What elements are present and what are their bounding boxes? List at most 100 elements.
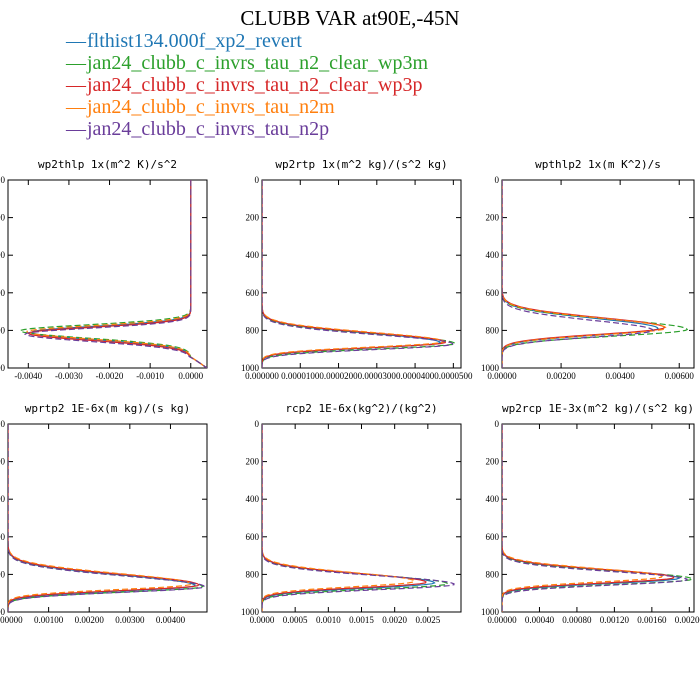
x-tick-label: 0.0000 — [178, 371, 203, 381]
y-tick-label: 800 — [246, 569, 260, 579]
x-tick-label: 0.00100 — [34, 615, 64, 625]
y-tick-label: 1000 — [0, 607, 6, 617]
series-line — [8, 424, 193, 612]
series-line — [502, 180, 654, 368]
y-tick-label: 0 — [255, 419, 260, 429]
y-tick-label: 1000 — [241, 607, 260, 617]
y-tick-label: 800 — [0, 325, 6, 335]
series-line — [502, 180, 667, 368]
series-line — [8, 424, 204, 612]
y-tick-label: 1000 — [481, 363, 500, 373]
y-tick-label: 600 — [0, 288, 6, 298]
series-line — [262, 424, 427, 612]
plot-panel: wpthlp2 1x(m K^2)/s020040060080010000.00… — [481, 158, 695, 381]
x-tick-label: 0.00400 — [606, 371, 636, 381]
x-tick-label: 0.00600 — [665, 371, 695, 381]
plot-frame — [7, 179, 208, 369]
series-line — [262, 180, 447, 368]
y-tick-label: 200 — [486, 457, 500, 467]
x-tick-label: 0.00200 — [75, 615, 105, 625]
x-tick-label: 0.0020 — [382, 615, 407, 625]
series-line — [502, 180, 689, 368]
y-tick-label: 0 — [1, 419, 6, 429]
y-tick-label: 400 — [246, 494, 260, 504]
x-tick-label: 0.00200 — [546, 371, 576, 381]
legend-entry: —jan24_clubb_c_invrs_tau_n2m — [66, 96, 428, 118]
series-line — [30, 180, 207, 368]
plot-panel: wp2rcp 1E-3x(m^2 kg)/(s^2 kg)0 200 400 600 8… — [481, 402, 700, 625]
y-tick-label: 200 — [486, 213, 500, 223]
x-tick-label: 0.0000500 — [434, 371, 473, 381]
y-tick-label: 600 — [486, 288, 500, 298]
x-tick-label: 0.0000 — [250, 615, 275, 625]
plot-frame — [7, 423, 208, 613]
x-tick-label: 0.0005 — [283, 615, 308, 625]
y-tick-label: 400 — [486, 494, 500, 504]
series-line — [8, 424, 197, 612]
x-tick-label: 0.00200 — [675, 615, 700, 625]
x-tick-label: 0.0025 — [415, 615, 440, 625]
y-tick-label: 0 — [255, 175, 260, 185]
series-line — [262, 424, 455, 612]
series-line — [502, 180, 659, 368]
panel-title: wp2rcp 1E-3x(m^2 kg)/(s^2 kg) — [502, 402, 694, 415]
panel-title: wpthlp2 1x(m K^2)/s — [535, 158, 661, 171]
x-tick-label: 0.00120 — [600, 615, 630, 625]
series-line — [262, 424, 436, 612]
x-tick-label: 0.00300 — [115, 615, 145, 625]
plot-panel: wprtp2 1E-6x(m kg)/(s kg) 0 200 400 600 800 10… — [0, 402, 208, 625]
x-tick-label: 0.00080 — [562, 615, 592, 625]
y-tick-label: 0 — [495, 175, 500, 185]
legend-label: jan24_clubb_c_invrs_tau_n2_clear_wp3m — [87, 52, 429, 74]
series-line — [19, 180, 207, 368]
x-tick-label: 0.0010 — [316, 615, 341, 625]
x-tick-label: 0.000000 — [245, 371, 279, 381]
figure-title: CLUBB VAR at90E,-45N — [240, 6, 460, 30]
y-tick-label: 200 — [0, 213, 6, 223]
series-line — [262, 180, 446, 368]
panel-title: rcp2 1E-6x(kg^2)/(kg^2) — [285, 402, 437, 415]
y-tick-label: 800 — [0, 569, 6, 579]
legend-entry: —jan24_clubb_c_invrs_tau_n2_clear_wp3p — [66, 74, 428, 96]
series-line — [262, 424, 416, 612]
y-tick-label: 1000 — [241, 363, 260, 373]
y-tick-label: 200 — [0, 457, 6, 467]
y-tick-label: 800 — [486, 569, 500, 579]
panel-title: wprtp2 1E-6x(m kg)/(s kg) — [25, 402, 191, 415]
y-tick-label: 200 — [246, 457, 260, 467]
plot-panel: wp2thlp 1x(m^2 K)/s^2 0 200 400 600 800 1000 -0… — [0, 158, 208, 381]
x-tick-label: 0.00040 — [525, 615, 555, 625]
series-line — [8, 424, 206, 612]
x-tick-label: 0.00000 — [487, 371, 517, 381]
x-tick-label: -0.0020 — [96, 371, 124, 381]
legend-entry: —flthist134.000f_xp2_revert — [66, 30, 428, 52]
series-line — [262, 180, 442, 368]
y-tick-label: 400 — [486, 250, 500, 260]
x-tick-label: -0.0040 — [14, 371, 42, 381]
series-line — [502, 424, 675, 612]
y-tick-label: 600 — [246, 532, 260, 542]
x-tick-label: -0.0010 — [136, 371, 164, 381]
y-tick-label: 400 — [0, 494, 6, 504]
legend-label: jan24_clubb_c_invrs_tau_n2m — [87, 96, 335, 118]
x-tick-label: -0.0030 — [55, 371, 83, 381]
legend-label: jan24_clubb_c_invrs_tau_n2_clear_wp3p — [87, 74, 423, 96]
legend-label: flthist134.000f_xp2_revert — [87, 30, 302, 52]
y-tick-label: 200 — [246, 213, 260, 223]
x-tick-label: 0.0000400 — [396, 371, 435, 381]
panel-title: wp2thlp 1x(m^2 K)/s^2 — [38, 158, 177, 171]
series-line — [8, 424, 200, 612]
series-line — [262, 180, 457, 368]
y-tick-label: 0 — [495, 419, 500, 429]
x-tick-label: 0.00000 — [0, 615, 23, 625]
plot-panel: wp2rtp 1x(m^2 kg)/(s^2 kg) 0 200 400 600 800 1… — [241, 158, 473, 381]
y-tick-label: 800 — [486, 325, 500, 335]
y-tick-label: 600 — [486, 532, 500, 542]
x-tick-label: 0.00400 — [156, 615, 186, 625]
y-tick-label: 800 — [246, 325, 260, 335]
y-tick-label: 600 — [0, 532, 6, 542]
series-line — [502, 424, 681, 612]
series-line — [262, 180, 454, 368]
